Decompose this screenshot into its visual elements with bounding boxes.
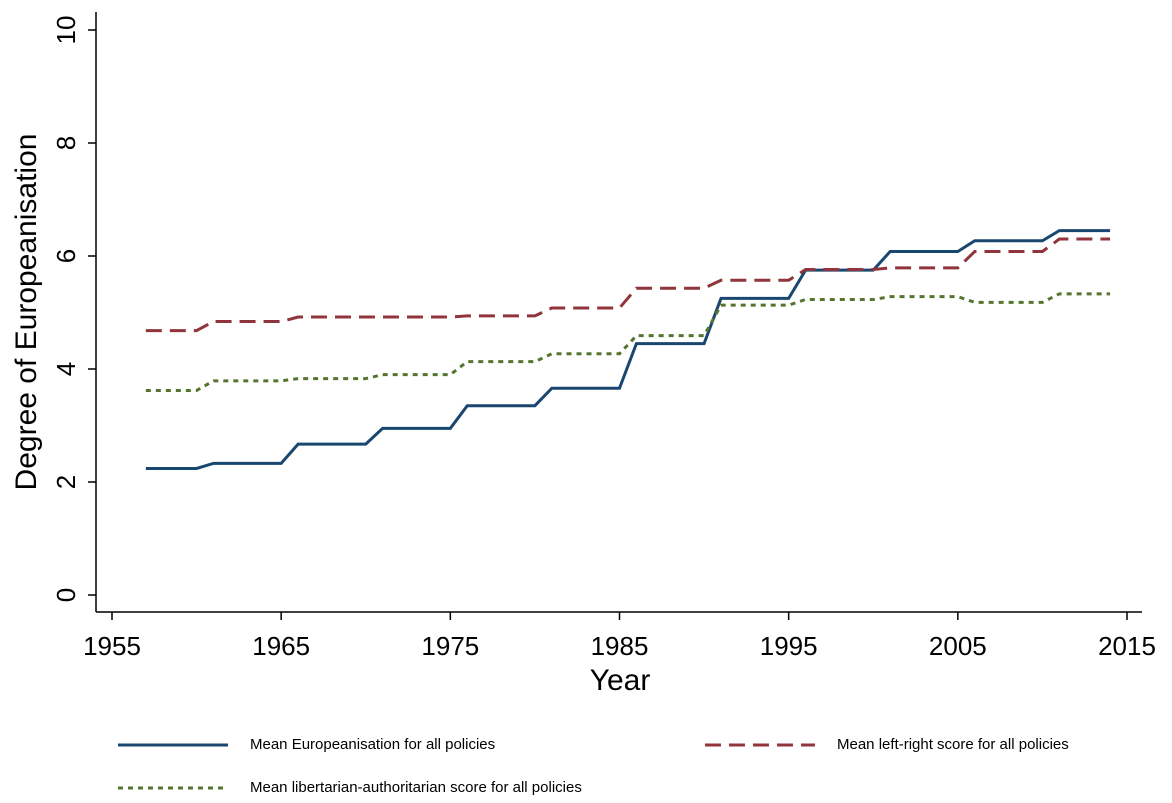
y-tick-label: 10 <box>51 16 81 45</box>
y-tick-label: 0 <box>51 588 81 602</box>
x-tick-label: 1995 <box>760 631 818 661</box>
series-line <box>145 229 1111 470</box>
y-tick-label: 6 <box>51 249 81 263</box>
x-tick-label: 1975 <box>421 631 479 661</box>
y-tick-label: 2 <box>51 475 81 489</box>
y-axis-label: Degree of Europeanisation <box>10 134 43 491</box>
x-tick-label: 1955 <box>83 631 141 661</box>
x-axis-label: Year <box>590 664 651 697</box>
x-tick-label: 2015 <box>1098 631 1156 661</box>
y-tick-label: 4 <box>51 362 81 376</box>
x-tick-label: 1965 <box>252 631 310 661</box>
legend-label: Mean left-right score for all policies <box>837 736 1069 753</box>
legend-label: Mean libertarian-authoritarian score for… <box>250 779 582 796</box>
legend-label: Mean Europeanisation for all policies <box>250 736 495 753</box>
series-line <box>145 292 1111 392</box>
x-tick-label: 2005 <box>929 631 987 661</box>
series-line <box>145 237 1111 333</box>
x-tick-label: 1985 <box>591 631 649 661</box>
y-tick-label: 8 <box>51 136 81 150</box>
